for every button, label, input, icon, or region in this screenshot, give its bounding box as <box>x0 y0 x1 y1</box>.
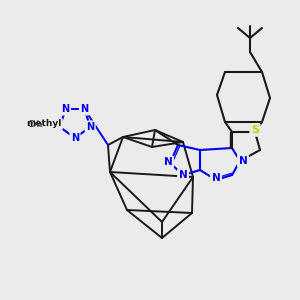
Text: N: N <box>86 122 94 132</box>
Text: N: N <box>238 156 247 166</box>
Text: N: N <box>61 104 70 114</box>
Text: N: N <box>178 170 188 180</box>
Text: N: N <box>164 157 172 167</box>
Text: N: N <box>71 133 79 143</box>
Text: N: N <box>80 104 88 114</box>
Text: N: N <box>212 173 220 183</box>
Text: S: S <box>251 125 259 135</box>
Text: methyl: methyl <box>26 119 62 128</box>
Text: CH₃: CH₃ <box>27 120 43 129</box>
